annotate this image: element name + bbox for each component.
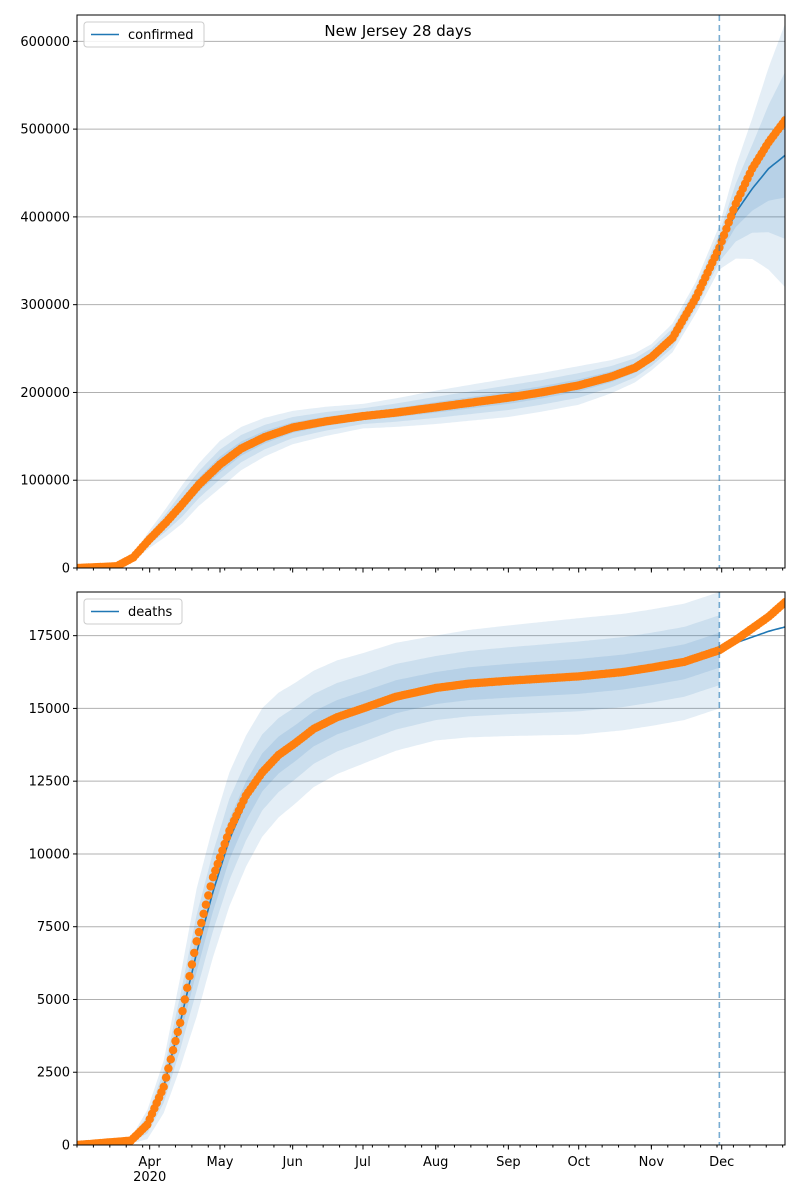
legend: deaths xyxy=(83,598,183,625)
observed-point xyxy=(166,1055,175,1064)
observed-point xyxy=(215,853,225,862)
axes-frame xyxy=(76,14,786,569)
y-tick-label: 0 xyxy=(62,1139,70,1154)
observed-point xyxy=(201,900,211,909)
x-tick-label: Jul xyxy=(354,1155,371,1170)
observed-point xyxy=(161,1073,171,1082)
observed-point xyxy=(199,909,208,918)
observed-point xyxy=(180,995,189,1004)
x-tick-label: Sep xyxy=(496,1155,521,1170)
y-tick-label: 500000 xyxy=(20,123,70,138)
observed-point xyxy=(159,1082,168,1092)
x-tick-label: Nov xyxy=(639,1155,665,1170)
y-tick-label: 10000 xyxy=(29,847,70,862)
observed-point xyxy=(218,846,227,855)
observed-point xyxy=(213,859,222,869)
deaths-panel: 0 2500 5000 7500 10000 12500 15000 17500 Apr2020… xyxy=(29,591,786,1185)
legend: confirmed xyxy=(83,21,205,48)
observed-point xyxy=(206,882,215,891)
uncertainty-band-outer xyxy=(77,23,785,568)
observed-point xyxy=(197,918,206,928)
x-tick-label: 2020 xyxy=(133,1170,166,1185)
y-tick-label: 12500 xyxy=(29,775,70,790)
x-tick-label: Jun xyxy=(282,1155,303,1170)
uncertainty-band-outer xyxy=(77,592,720,1145)
y-tick-label: 15000 xyxy=(29,702,70,717)
observed-point xyxy=(220,839,229,849)
legend-label: deaths xyxy=(128,605,173,620)
observed-point xyxy=(726,212,736,221)
observed-point xyxy=(222,833,232,842)
observed-point xyxy=(168,1046,178,1055)
x-tick-label: May xyxy=(207,1155,234,1170)
observed-points xyxy=(77,598,785,1145)
observed-point xyxy=(204,891,213,900)
observed-point xyxy=(171,1036,180,1046)
observed-point xyxy=(194,927,204,937)
y-tick-label: 600000 xyxy=(20,35,70,50)
plot-area xyxy=(77,23,785,568)
figure-title: New Jersey 28 days xyxy=(324,22,471,40)
observed-point xyxy=(208,873,218,882)
observed-point xyxy=(722,224,731,233)
observed-point xyxy=(780,598,785,607)
uncertainty-band-inner xyxy=(77,632,720,1145)
legend-box xyxy=(83,21,205,48)
observed-point xyxy=(780,116,785,125)
observed-point xyxy=(164,1064,173,1073)
legend-label: confirmed xyxy=(128,28,194,43)
y-tick-label: 200000 xyxy=(20,386,70,401)
observed-point xyxy=(173,1027,182,1037)
observed-point xyxy=(729,205,738,215)
observed-point xyxy=(719,230,729,240)
observed-point xyxy=(185,972,194,981)
observed-point xyxy=(190,948,199,958)
observed-points xyxy=(77,116,785,568)
observed-point xyxy=(178,1006,187,1016)
x-tick-label: Dec xyxy=(709,1155,734,1170)
observed-point xyxy=(187,960,197,969)
plot-area xyxy=(77,592,785,1145)
y-tick-label: 400000 xyxy=(20,210,70,225)
y-tick-label: 0 xyxy=(62,562,70,577)
axes-frame xyxy=(76,591,786,1146)
y-tick-label: 2500 xyxy=(37,1066,70,1081)
x-tick-label: Apr xyxy=(138,1155,161,1170)
observed-point xyxy=(192,937,201,946)
confirmed-panel: 0 100000 200000 300000 400000 500000 600000 con… xyxy=(20,14,786,577)
y-tick-label: 7500 xyxy=(37,920,70,935)
x-tick-label: Oct xyxy=(567,1155,589,1170)
observed-point xyxy=(183,983,192,992)
observed-point xyxy=(211,866,220,875)
observed-point xyxy=(176,1018,185,1027)
y-tick-label: 300000 xyxy=(20,298,70,313)
x-tick-label: Aug xyxy=(423,1155,448,1170)
y-tick-label: 17500 xyxy=(29,629,70,644)
y-tick-label: 100000 xyxy=(20,474,70,489)
y-tick-label: 5000 xyxy=(37,993,70,1008)
legend-box xyxy=(83,598,183,625)
